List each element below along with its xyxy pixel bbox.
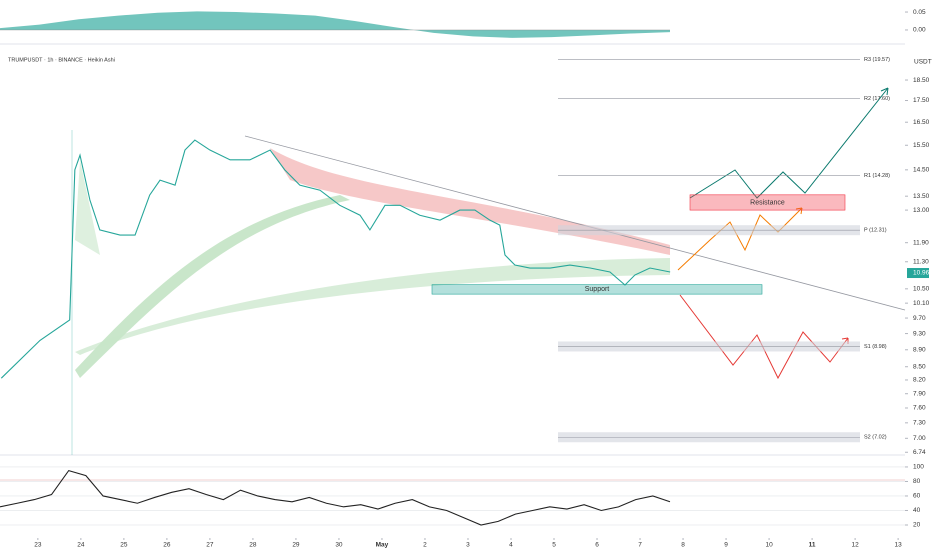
y-tick-label: 10.50 <box>913 286 930 293</box>
y-tick-label: 7.90 <box>913 390 926 397</box>
chart-title: TRUMPUSDT · 1h · BINANCE · Heikin Ashi <box>8 57 115 63</box>
arrow-head <box>795 207 803 215</box>
y-tick-label: 0.00 <box>913 27 926 34</box>
x-tick-label: 25 <box>120 542 128 549</box>
zone <box>689 194 846 211</box>
arrow-head <box>880 87 889 96</box>
y-tick-label: 40 <box>913 507 921 514</box>
x-tick-label: 29 <box>292 542 300 549</box>
y-tick-label: 16.50 <box>913 119 930 126</box>
x-tick-label: 23 <box>34 542 42 549</box>
y-tick-label: 14.50 <box>913 167 930 174</box>
x-tick-label: 13 <box>895 542 903 549</box>
price-line <box>0 139 671 379</box>
y-tick-label: 8.50 <box>913 363 926 370</box>
x-tick-label: 6 <box>595 542 599 549</box>
y-tick-label: 80 <box>913 478 921 485</box>
pivot-label: P (12.31) <box>864 228 887 234</box>
y-tick-label: 15.50 <box>913 142 930 149</box>
y-tick-label: 13.50 <box>913 193 930 200</box>
pivot-label: R2 (17.60) <box>864 96 890 102</box>
x-tick-label: 30 <box>335 542 343 549</box>
pivot-label: S2 (7.02) <box>864 435 887 441</box>
x-tick-label: 28 <box>249 542 257 549</box>
x-tick-label: 5 <box>552 542 556 549</box>
pivot-label: R1 (14.28) <box>864 173 890 179</box>
zone <box>431 284 763 295</box>
x-tick-label: 27 <box>206 542 214 549</box>
oscillator-area <box>0 11 670 38</box>
y-tick-label: 13.00 <box>913 207 930 214</box>
bearish-projection <box>679 294 849 380</box>
zone-label: Resistance <box>750 199 785 206</box>
y-tick-label: 100 <box>913 464 924 471</box>
y-tick-label: 7.60 <box>913 405 926 412</box>
last-price-label: 10.96 <box>913 270 930 277</box>
trend-line <box>244 135 906 311</box>
y-tick-label: 8.90 <box>913 346 926 353</box>
unit-label: USDT <box>914 59 932 66</box>
x-tick-label: 4 <box>509 542 513 549</box>
x-tick-label: 24 <box>77 542 85 549</box>
x-tick-label: 12 <box>851 542 859 549</box>
y-tick-label: 0.05 <box>913 9 926 16</box>
x-tick-label: 3 <box>466 542 470 549</box>
x-tick-label: 11 <box>809 542 816 549</box>
y-tick-label: 9.30 <box>913 330 926 337</box>
y-tick-label: 7.00 <box>913 435 926 442</box>
y-tick-label: 8.20 <box>913 377 926 384</box>
y-tick-label: 18.50 <box>913 77 930 84</box>
x-tick-label: 10 <box>765 542 773 549</box>
y-tick-label: 11.90 <box>913 239 929 246</box>
y-tick-label: 17.50 <box>913 97 930 104</box>
last-price-box <box>907 268 929 279</box>
y-tick-label: 11.30 <box>913 258 929 265</box>
x-tick-label: May <box>376 542 389 549</box>
y-tick-label: 7.30 <box>913 420 926 427</box>
rsi-line <box>0 469 671 526</box>
pivot-label: S1 (8.98) <box>864 344 887 350</box>
y-tick-label: 6.74 <box>913 449 926 456</box>
x-tick-label: 7 <box>638 542 642 549</box>
x-tick-label: 2 <box>423 542 427 549</box>
zone-label: Support <box>585 286 610 293</box>
y-tick-label: 9.70 <box>913 315 926 322</box>
x-tick-label: 8 <box>681 542 685 549</box>
y-tick-label: 60 <box>913 493 921 500</box>
x-tick-label: 26 <box>163 542 171 549</box>
ema-cloud <box>75 160 100 255</box>
pivot-label: R3 (19.57) <box>864 57 890 63</box>
y-tick-label: 10.10 <box>913 300 930 307</box>
x-tick-label: 9 <box>724 542 728 549</box>
y-tick-label: 20 <box>913 522 921 529</box>
ema-cloud <box>75 258 670 355</box>
